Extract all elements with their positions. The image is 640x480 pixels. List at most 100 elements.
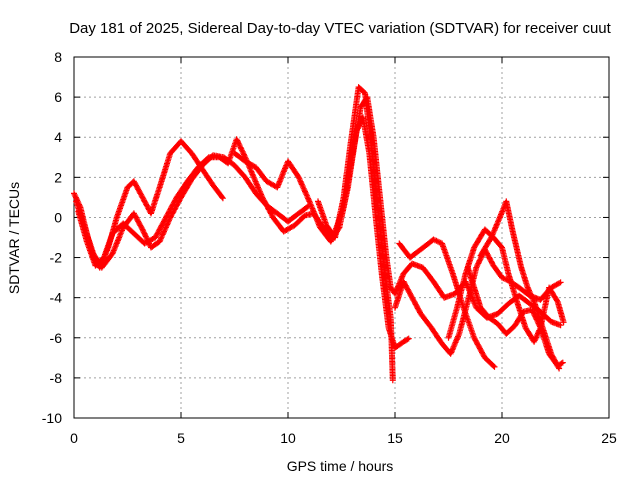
plus-marker-run [400, 335, 412, 345]
plus-marker-run [83, 238, 98, 268]
plus-marker-run [120, 220, 136, 236]
y-tick-label: -8 [50, 370, 63, 386]
plus-marker-run [173, 179, 190, 201]
plus-marker-run [477, 235, 494, 259]
plus-marker-run [439, 240, 456, 276]
plus-marker-run [167, 195, 184, 221]
y-tick-label: -4 [50, 290, 63, 306]
plus-marker-run [377, 194, 390, 259]
plus-marker-run [554, 298, 567, 326]
plus-marker-run [250, 174, 265, 199]
y-tick-label: 4 [54, 129, 62, 145]
plus-marker-run [252, 164, 269, 184]
plus-marker-run [381, 264, 394, 320]
plus-marker-run [387, 314, 396, 384]
plus-marker-run [323, 222, 338, 240]
plus-marker-run [109, 225, 126, 257]
plus-marker-run [295, 174, 312, 203]
x-tick-label: 5 [177, 430, 185, 446]
plus-marker-run [383, 254, 394, 290]
plus-marker-run [518, 264, 531, 290]
axis-ticks: 0 5 10 15 20 25 -10 -8 -6 -4 -2 0 2 4 6 8 [42, 49, 617, 446]
x-axis-label: GPS time / hours [287, 458, 394, 474]
plus-marker-run [148, 185, 163, 217]
plus-marker-run [291, 213, 307, 229]
plus-marker-run [340, 145, 353, 201]
plus-marker-run [270, 214, 286, 234]
plus-marker-run [317, 224, 333, 244]
plus-marker-run [488, 215, 503, 241]
plus-marker-run [332, 195, 347, 241]
plus-marker-run [409, 294, 423, 316]
plus-marker-run [392, 272, 406, 297]
plus-marker-run [417, 237, 436, 253]
plus-marker-run [370, 134, 383, 199]
plus-marker-run [407, 247, 423, 261]
x-tick-label: 0 [70, 430, 78, 446]
plus-marker-run [368, 144, 381, 209]
x-tick-label: 15 [387, 430, 403, 446]
plus-marker-run [499, 244, 511, 276]
plus-marker-run [548, 350, 563, 372]
y-tick-label: 8 [54, 49, 62, 65]
plus-marker-run [546, 284, 560, 304]
plus-marker-run [490, 262, 505, 280]
plus-marker-run [195, 155, 211, 171]
plus-marker-run [464, 264, 477, 290]
plus-marker-run [336, 185, 351, 231]
plus-marker-run [372, 214, 385, 279]
plus-marker-run [167, 139, 183, 157]
plus-marker-run [471, 284, 484, 310]
plus-marker-run [184, 165, 201, 185]
plus-marker-run [347, 85, 362, 151]
y-tick-label: 0 [54, 209, 62, 225]
plus-marker-run [400, 278, 415, 300]
plus-marker-run [548, 318, 564, 329]
series-track-5 [315, 84, 396, 384]
plus-marker-run [259, 194, 276, 220]
plus-marker-run [516, 292, 532, 306]
plus-marker-run [494, 301, 511, 317]
plus-marker-run [524, 284, 537, 304]
plus-marker-run [344, 129, 360, 191]
data-series [71, 84, 567, 384]
plus-marker-run [130, 178, 145, 200]
series-track-8 [445, 226, 567, 345]
x-tick-label: 20 [494, 430, 510, 446]
plus-marker-run [362, 90, 375, 149]
plus-marker-run [156, 151, 173, 191]
plus-marker-run [477, 304, 492, 320]
plus-marker-run [141, 235, 157, 247]
plus-marker-run [242, 158, 258, 170]
plus-marker-run [156, 215, 173, 245]
plus-marker-run [233, 136, 248, 159]
plus-marker-run [75, 208, 90, 243]
plus-marker-run [503, 323, 517, 337]
plus-marker-run [445, 306, 460, 341]
plus-marker-run [242, 174, 259, 196]
plus-marker-run [447, 332, 462, 357]
plus-marker-run [471, 334, 488, 360]
plus-marker-run [419, 264, 436, 284]
plus-marker-run [101, 232, 115, 261]
plus-marker-run [130, 230, 147, 246]
plus-marker-run [231, 150, 247, 164]
plus-marker-run [231, 162, 248, 180]
chart-title: Day 181 of 2025, Sidereal Day-to-day VTE… [69, 20, 611, 37]
plus-marker-run [280, 223, 297, 235]
plus-marker-run [109, 221, 126, 237]
plus-marker-run [359, 114, 372, 155]
plus-marker-run [355, 84, 367, 96]
plus-marker-run [285, 158, 301, 180]
plus-marker-run [511, 310, 526, 329]
plus-marker-run [315, 198, 329, 227]
plus-marker-run [503, 198, 516, 233]
plus-marker-run [481, 354, 498, 370]
y-axis-label: SDTVAR / TECUs [6, 182, 22, 294]
plus-marker-run [471, 227, 488, 251]
plus-marker-run [539, 324, 554, 356]
plus-marker-run [263, 178, 279, 190]
plus-marker-run [505, 270, 520, 304]
